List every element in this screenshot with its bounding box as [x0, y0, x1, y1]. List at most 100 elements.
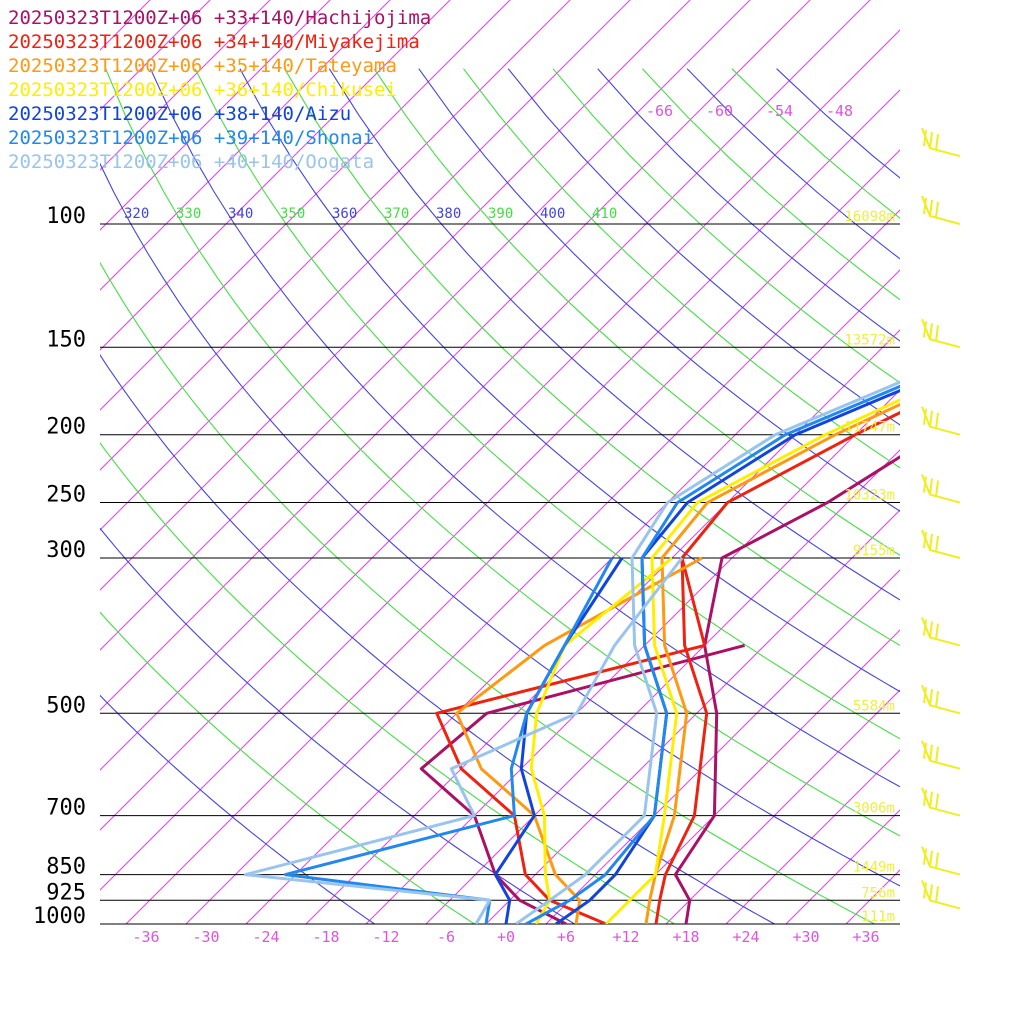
isotherm-line [245, 269, 900, 924]
wind-barb-icon [921, 740, 961, 770]
isotherm-line [785, 809, 900, 924]
barb-staff [921, 880, 961, 910]
sounding-series [243, 380, 900, 924]
temperature-tick-label: -24 [252, 928, 279, 946]
temperature-tick-label: -6 [437, 928, 455, 946]
wind-barb-icon [921, 787, 961, 817]
barb-flags [923, 476, 939, 497]
height-label: 1449m [853, 860, 895, 876]
temperature-tick-label: +0 [497, 928, 515, 946]
pressure-label: 200 [46, 415, 86, 440]
isotherm-line [545, 569, 900, 924]
pressure-label: 100 [46, 204, 86, 229]
temperature-tick-label: -18 [312, 928, 339, 946]
dry-adiabat-line [105, 68, 900, 837]
wind-barb-icon [921, 684, 961, 715]
wind-barb-icon [921, 318, 961, 349]
height-label: 3006m [853, 801, 895, 817]
upper-isotherm-label: -66 [646, 102, 673, 120]
barb-flags [923, 789, 939, 810]
temperature-tick-label: -30 [192, 928, 219, 946]
isotherm-line [845, 869, 900, 924]
axis-labels: 100 16098m 150 13572m 200 11747m 250 10323m 300 9… [33, 102, 895, 946]
pressure-label: 300 [46, 538, 86, 563]
height-label: 11747m [844, 420, 895, 436]
theta-label: 380 [436, 206, 461, 222]
wind-barb-icon [921, 474, 961, 504]
barb-flags [923, 687, 939, 708]
theta-label: 360 [332, 206, 357, 222]
height-label: 111m [861, 909, 895, 925]
wind-barb-icon [921, 127, 961, 158]
temperature-tick-label: +6 [557, 928, 575, 946]
legend-entry: 20250323T1200Z+06 +40+140/Oogata [8, 151, 375, 173]
dry-adiabat-line [373, 68, 900, 556]
temperature-line [515, 380, 900, 924]
pressure-label: 500 [46, 693, 86, 718]
barb-staff [921, 195, 961, 225]
upper-isotherm-label: -48 [826, 102, 853, 120]
isotherm-line [365, 389, 900, 924]
upper-isotherm-label: -60 [706, 102, 733, 120]
barb-staff [921, 846, 961, 876]
height-label: 5584m [853, 698, 895, 714]
temperature-line [604, 398, 900, 924]
temperature-tick-label: -12 [372, 928, 399, 946]
legend: 20250323T1200Z+06 +33+140/Hachijojima 202… [8, 6, 431, 174]
barb-flags [923, 531, 939, 553]
wind-barb-icon [921, 406, 961, 436]
barb-staff [921, 617, 961, 647]
dry-adiabat-line [100, 527, 576, 924]
temperature-line [673, 455, 900, 924]
legend-entry: 20250323T1200Z+06 +36+140/Chikusei [8, 79, 397, 101]
dry-adiabat-line [100, 162, 900, 887]
isotherm-line [665, 689, 900, 924]
dry-adiabat-line [328, 68, 900, 601]
wind-barb-icon [921, 880, 961, 910]
dry-adiabat-line [641, 68, 900, 301]
theta-label: 320 [124, 206, 149, 222]
barb-flags [923, 197, 939, 219]
barb-staff [921, 474, 961, 504]
barb-staff [921, 529, 961, 559]
upper-isotherm-label: -54 [766, 102, 793, 120]
dry-adiabat-line [463, 68, 900, 469]
legend-entry: 20250323T1200Z+06 +34+140/Miyakejima [8, 31, 420, 53]
theta-label: 390 [488, 206, 513, 222]
wind-barb-icon [921, 529, 961, 559]
dry-adiabat-line [194, 68, 900, 740]
pressure-label: 925 [46, 880, 86, 905]
height-label: 16098m [844, 209, 895, 225]
legend-entry: 20250323T1200Z+06 +33+140/Hachijojima [8, 7, 432, 29]
legend-entry: 20250323T1200Z+06 +35+140/Tateyama [8, 55, 397, 77]
height-label: 756m [861, 885, 895, 901]
dry-adiabat-line [418, 68, 900, 512]
theta-label: 340 [228, 206, 253, 222]
dry-adiabat-line [507, 68, 900, 426]
theta-label: 330 [176, 206, 201, 222]
theta-label: 370 [384, 206, 409, 222]
barb-flags [923, 619, 939, 640]
pressure-label: 700 [46, 796, 86, 821]
isotherm-line [966, 0, 1024, 924]
wind-barb-icon [921, 195, 961, 225]
dewpoint-line [243, 557, 684, 924]
temperature-tick-label: +30 [792, 928, 819, 946]
isotherm-line [605, 629, 900, 924]
barb-flags [923, 130, 939, 151]
temperature-tick-label: -36 [132, 928, 159, 946]
isotherm-line [906, 0, 1024, 924]
wind-barb-icon [921, 846, 961, 876]
theta-label: 350 [280, 206, 305, 222]
temperature-line [525, 384, 900, 924]
temperature-tick-label: +12 [612, 928, 639, 946]
height-label: 13572m [844, 332, 895, 348]
dry-adiabat-line [100, 611, 476, 924]
temperature-line [555, 388, 900, 924]
pressure-label: 850 [46, 855, 86, 880]
dry-adiabat-line [100, 442, 676, 924]
height-label: 10323m [844, 488, 895, 504]
isotherm-line [425, 449, 900, 924]
pressure-label: 1000 [33, 904, 86, 929]
